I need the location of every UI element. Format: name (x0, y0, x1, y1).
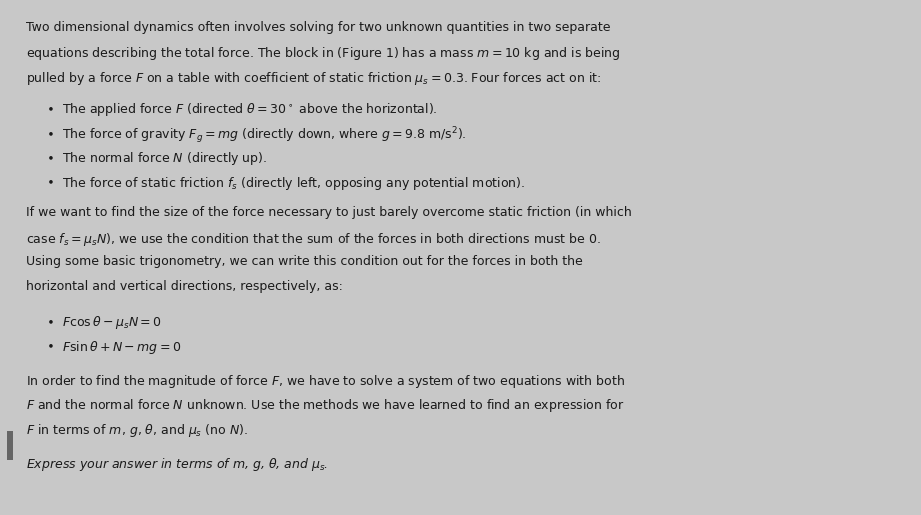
Text: The applied force $F$ (directed $\theta = 30^\circ$ above the horizontal).: The applied force $F$ (directed $\theta … (63, 101, 437, 118)
Bar (7, 431, 13, 460)
Text: The force of gravity $F_g = mg$ (directly down, where $g = 9.8$ m/s$^2$).: The force of gravity $F_g = mg$ (directl… (63, 126, 467, 146)
Text: In order to find the magnitude of force $F$, we have to solve a system of two eq: In order to find the magnitude of force … (26, 373, 624, 390)
Text: $\bullet$: $\bullet$ (46, 150, 53, 163)
Text: Using some basic trigonometry, we can write this condition out for the forces in: Using some basic trigonometry, we can wr… (26, 255, 582, 268)
Text: $\bullet$: $\bullet$ (46, 175, 53, 187)
Text: Express your answer in terms of $m$, $g$, $\theta$, and $\mu_s$.: Express your answer in terms of $m$, $g$… (26, 456, 328, 473)
Text: $F\cos\theta - \mu_s N = 0$: $F\cos\theta - \mu_s N = 0$ (63, 314, 162, 331)
Text: $\bullet$: $\bullet$ (46, 314, 53, 327)
Text: $\bullet$: $\bullet$ (46, 126, 53, 139)
Text: case $f_s = \mu_s N$), we use the condition that the sum of the forces in both d: case $f_s = \mu_s N$), we use the condit… (26, 231, 600, 248)
Text: $\bullet$: $\bullet$ (46, 338, 53, 352)
Text: $F$ in terms of $m$, $g$, $\theta$, and $\mu_s$ (no $N$).: $F$ in terms of $m$, $g$, $\theta$, and … (26, 422, 248, 439)
Text: horizontal and vertical directions, respectively, as:: horizontal and vertical directions, resp… (26, 280, 343, 293)
Text: If we want to find the size of the force necessary to just barely overcome stati: If we want to find the size of the force… (26, 207, 632, 219)
Text: equations describing the total force. The block in (Figure 1) has a mass $m = 10: equations describing the total force. Th… (26, 45, 620, 62)
Text: $\bullet$: $\bullet$ (46, 101, 53, 114)
Text: The normal force $N$ (directly up).: The normal force $N$ (directly up). (63, 150, 268, 167)
Text: $F$ and the normal force $N$ unknown. Use the methods we have learned to find an: $F$ and the normal force $N$ unknown. Us… (26, 397, 624, 414)
Text: $F\sin\theta + N - mg = 0$: $F\sin\theta + N - mg = 0$ (63, 338, 181, 355)
Text: Two dimensional dynamics often involves solving for two unknown quantities in tw: Two dimensional dynamics often involves … (26, 21, 611, 33)
Text: pulled by a force $F$ on a table with coefficient of static friction $\mu_s = 0.: pulled by a force $F$ on a table with co… (26, 70, 600, 87)
Text: The force of static friction $f_s$ (directly left, opposing any potential motion: The force of static friction $f_s$ (dire… (63, 175, 526, 192)
